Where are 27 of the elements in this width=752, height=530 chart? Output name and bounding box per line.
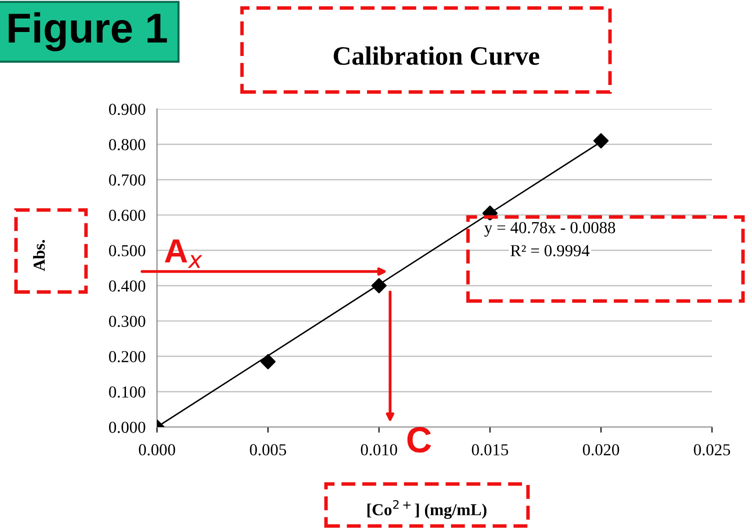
y-tick-label: 0.800: [109, 139, 146, 150]
y-tick-label: 0.200: [109, 351, 146, 362]
chart-title: Calibration Curve: [334, 46, 540, 65]
text: C: [407, 427, 432, 453]
x-tick-label: 0.025: [694, 444, 730, 456]
y-tick-label: 0.600: [109, 210, 146, 222]
x-tick-label: 0.015: [472, 444, 508, 456]
y-tick-label: 0.900: [109, 104, 146, 116]
x-axis-title: [Co$^{2+}$] (mg/mL): [367, 500, 486, 519]
y-tick-label: 0.400: [109, 280, 146, 292]
y-tick-label: 0.000: [109, 422, 146, 434]
y-tick-label: 0.500: [109, 245, 146, 256]
y-tick-label: 0.300: [109, 316, 146, 328]
caption: Figure 1: [8, 12, 167, 52]
point: [593, 133, 609, 148]
x-tick-label: 0.020: [582, 444, 620, 456]
annotation: A$_{x}$: [164, 239, 202, 268]
x-tick-label: 0.005: [250, 444, 286, 456]
point: [371, 278, 387, 294]
x-tick-label: 0.010: [360, 444, 398, 456]
x-tick-label: 0.000: [138, 444, 176, 456]
y-tick-label: 0.700: [109, 174, 146, 186]
y-tick-label: 0.100: [109, 386, 146, 398]
annotation: R² = 0.9994: [510, 245, 590, 256]
y-axis-title: Abs.: [33, 240, 45, 272]
annotation: y = 40.78x - 0.0088: [484, 222, 616, 237]
point: [260, 354, 276, 370]
